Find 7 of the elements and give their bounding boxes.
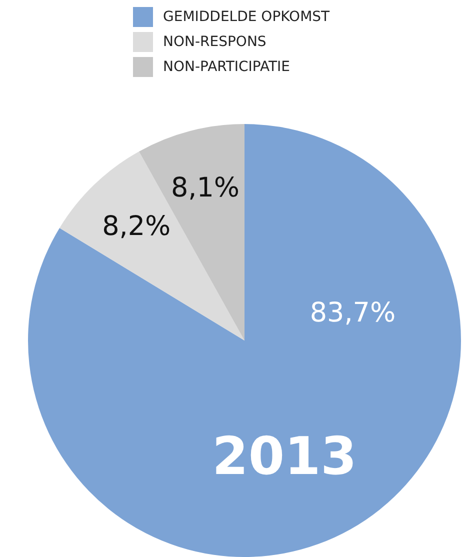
text: 2013: [212, 427, 357, 488]
legend-label: GEMIDDELDE OPKOMST: [163, 8, 330, 24]
data-label: 8,2%: [102, 211, 171, 242]
legend-label: NON-PARTICIPATIE: [163, 58, 290, 74]
data-label: 83,7%: [310, 298, 396, 329]
legend-label: NON-RESPONS: [163, 34, 266, 50]
data-label: 8,1%: [170, 172, 240, 204]
